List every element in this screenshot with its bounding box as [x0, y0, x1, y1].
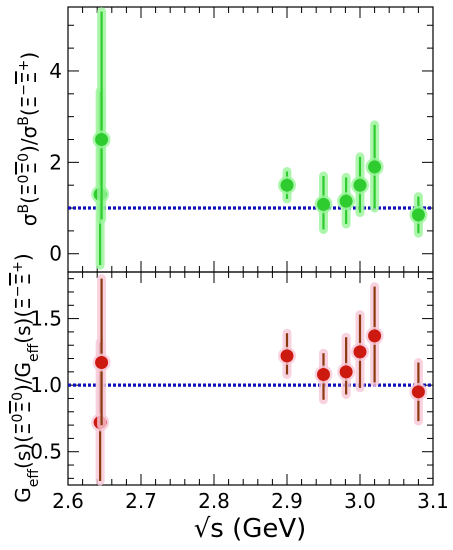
x-tick-label: 3.0 [344, 489, 376, 513]
data-point [351, 152, 369, 218]
data-point [337, 332, 356, 399]
x-tick-label: 2.9 [271, 489, 303, 513]
data-point [278, 328, 296, 380]
data-point [278, 166, 296, 204]
data-point [314, 348, 333, 405]
data-point [351, 310, 369, 393]
data-point [409, 358, 428, 426]
x-tick-label: 2.7 [125, 489, 157, 513]
y-tick-label: 4 [49, 59, 62, 83]
x-tick-label: 2.8 [198, 489, 230, 513]
y-tick-label: 0 [49, 242, 62, 266]
top-y-axis-title: σB(Ξ0Ξ0)/σB(Ξ−Ξ+) [16, 52, 41, 226]
marker [317, 197, 330, 211]
y-tick-label: 0.5 [30, 440, 62, 464]
top-plot-content: 0 2 4 [49, 7, 434, 272]
marker [339, 365, 353, 379]
marker [368, 329, 382, 343]
marker [280, 349, 294, 363]
bottom-panel: 0.51.01.52.6 2.7 2.8 2.9 3.0 3.1 Geff(s)(Ξ0Ξ0… [10, 253, 449, 513]
data-point [365, 282, 384, 387]
marker [95, 133, 109, 146]
marker [95, 356, 109, 370]
x-tick-label: 2.6 [52, 489, 84, 513]
marker [280, 178, 294, 192]
y-tick-label: 1.0 [30, 373, 62, 397]
data-point [92, 274, 111, 430]
marker [339, 194, 353, 208]
marker [353, 178, 367, 192]
bottom-plot-frame [67, 271, 434, 486]
data-point [409, 192, 428, 238]
marker [411, 385, 425, 399]
data-point [92, 7, 111, 224]
data-point [365, 120, 384, 213]
x-axis-title: √s (GeV) [194, 514, 307, 544]
marker [411, 208, 425, 222]
marker [368, 160, 382, 174]
data-point [337, 172, 356, 229]
marker [353, 345, 367, 359]
data-point [314, 171, 333, 235]
y-tick-label: 1.5 [30, 307, 62, 331]
top-panel: 0 2 4 σB(Ξ0Ξ0)/σB(Ξ−Ξ+) [16, 6, 434, 273]
bottom-plot-content: 0.5 1.0 1.5 2.6 2.7 2.8 2.9 3.0 3.1 [30, 272, 449, 513]
marker [317, 368, 330, 382]
y-tick-label: 2 [49, 150, 62, 174]
x-tick-label: 3.1 [417, 489, 449, 513]
